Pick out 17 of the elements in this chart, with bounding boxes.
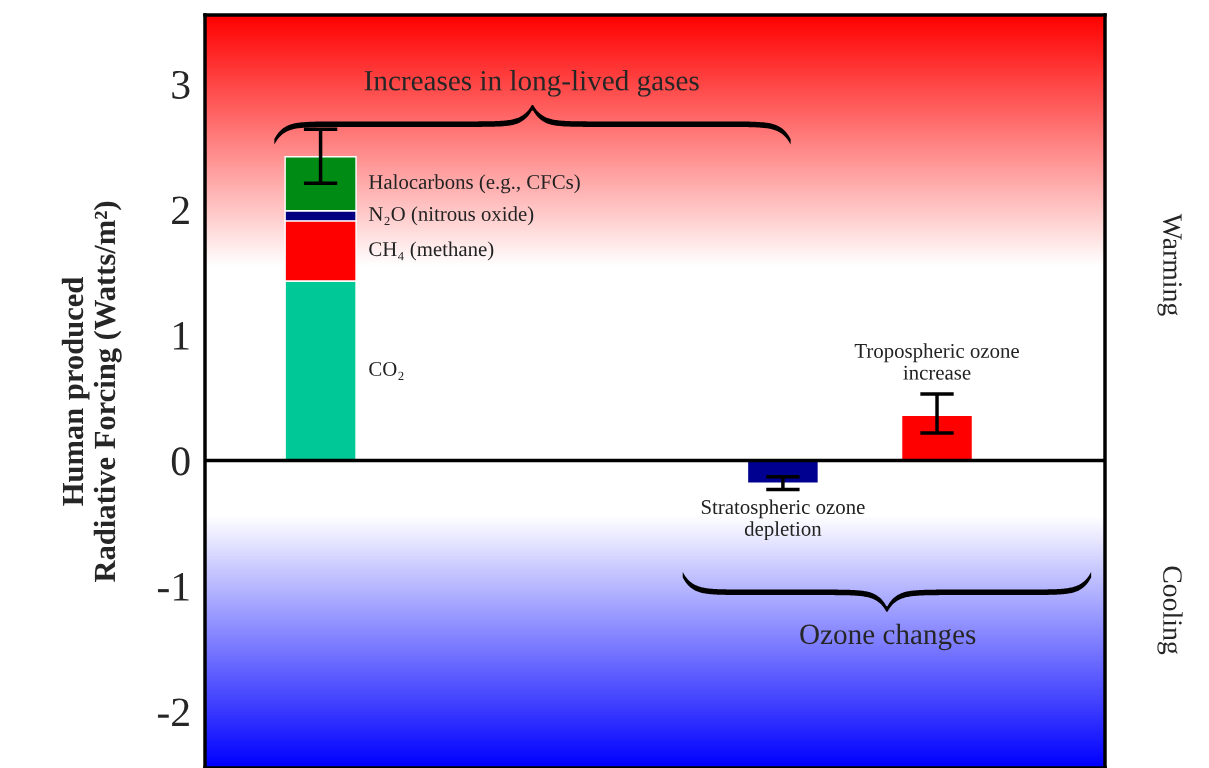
text: Cooling [1157, 566, 1183, 655]
y-axis-title: Human produced Radiative Forcing (Watts/m²) [61, 201, 122, 582]
text: Tropospheric ozone increase [854, 343, 1019, 380]
y-tick-label: 3 [172, 70, 190, 99]
series-label: N₂O (nitrous oxide) [368, 206, 534, 226]
series-label: CH₄ (methane) [369, 241, 494, 261]
annotation: Increases in long-lived gases [364, 70, 699, 97]
y-tick-label: 1 [173, 321, 189, 350]
text: Warming [1157, 213, 1182, 316]
y-tick-label: 0 [171, 447, 190, 476]
y-tick-label: 2 [172, 196, 189, 224]
y-tick-label: -1 [157, 572, 189, 601]
series-label: Stratospheric ozone depletion [701, 499, 865, 541]
series-label: CO₂ [369, 362, 404, 381]
series-label: Halocarbons (e.g., CFCs) [368, 174, 580, 194]
annotation: Ozone changes [800, 623, 976, 651]
y-tick-label: -2 [157, 698, 189, 726]
